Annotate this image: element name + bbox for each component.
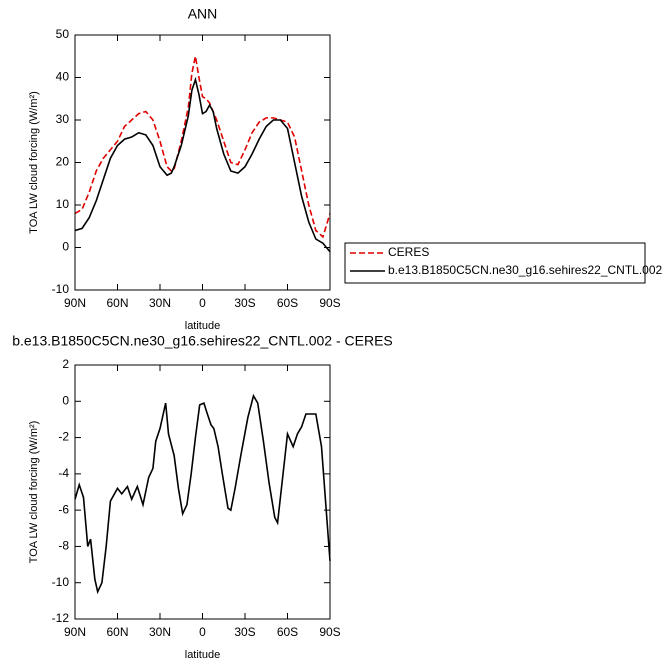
y-tick-label: 0 bbox=[62, 393, 69, 407]
y-tick-label: 2 bbox=[62, 357, 69, 371]
y-axis-label: TOA LW cloud forcing (W/m²) bbox=[28, 421, 40, 564]
y-tick-label: -10 bbox=[52, 282, 70, 296]
plot-frame bbox=[74, 34, 331, 291]
x-axis-label: latitude bbox=[185, 320, 220, 332]
y-tick-label: 40 bbox=[56, 70, 70, 84]
y-tick-label: 10 bbox=[56, 197, 70, 211]
chart-title: ANN bbox=[188, 6, 218, 22]
y-tick-label: 30 bbox=[56, 112, 70, 126]
y-axis-label: TOA LW cloud forcing (W/m²) bbox=[28, 91, 40, 234]
x-tick-label: 30N bbox=[149, 625, 171, 639]
x-tick-label: 90N bbox=[64, 625, 86, 639]
data-line bbox=[74, 76, 331, 253]
x-tick-label: 60S bbox=[277, 296, 298, 310]
y-tick-label: 20 bbox=[56, 155, 70, 169]
x-tick-label: 30S bbox=[234, 625, 255, 639]
y-tick-label: 0 bbox=[62, 240, 69, 254]
x-tick-label: 30N bbox=[149, 296, 171, 310]
x-tick-label: 60S bbox=[277, 625, 298, 639]
y-tick-label: -2 bbox=[58, 430, 69, 444]
data-line bbox=[74, 393, 331, 595]
x-tick-label: 60N bbox=[106, 625, 128, 639]
y-tick-label: -12 bbox=[52, 611, 70, 625]
y-tick-label: -4 bbox=[58, 466, 69, 480]
legend-label: b.e13.B1850C5CN.ne30_g16.sehires22_CNTL.… bbox=[388, 263, 663, 277]
x-tick-label: 0 bbox=[199, 625, 206, 639]
y-tick-label: -10 bbox=[52, 575, 70, 589]
x-tick-label: 90S bbox=[319, 625, 340, 639]
legend-label: CERES bbox=[388, 245, 429, 259]
x-tick-label: 90N bbox=[64, 296, 86, 310]
x-tick-label: 0 bbox=[199, 296, 206, 310]
x-axis-label: latitude bbox=[185, 649, 220, 661]
y-tick-label: -6 bbox=[58, 502, 69, 516]
x-tick-label: 90S bbox=[319, 296, 340, 310]
x-tick-label: 30S bbox=[234, 296, 255, 310]
y-tick-label: 50 bbox=[56, 27, 70, 41]
plot-frame bbox=[74, 364, 331, 620]
x-tick-label: 60N bbox=[106, 296, 128, 310]
legend-box bbox=[344, 242, 646, 284]
chart-title: b.e13.B1850C5CN.ne30_g16.sehires22_CNTL.… bbox=[12, 333, 393, 349]
y-tick-label: -8 bbox=[58, 539, 69, 553]
